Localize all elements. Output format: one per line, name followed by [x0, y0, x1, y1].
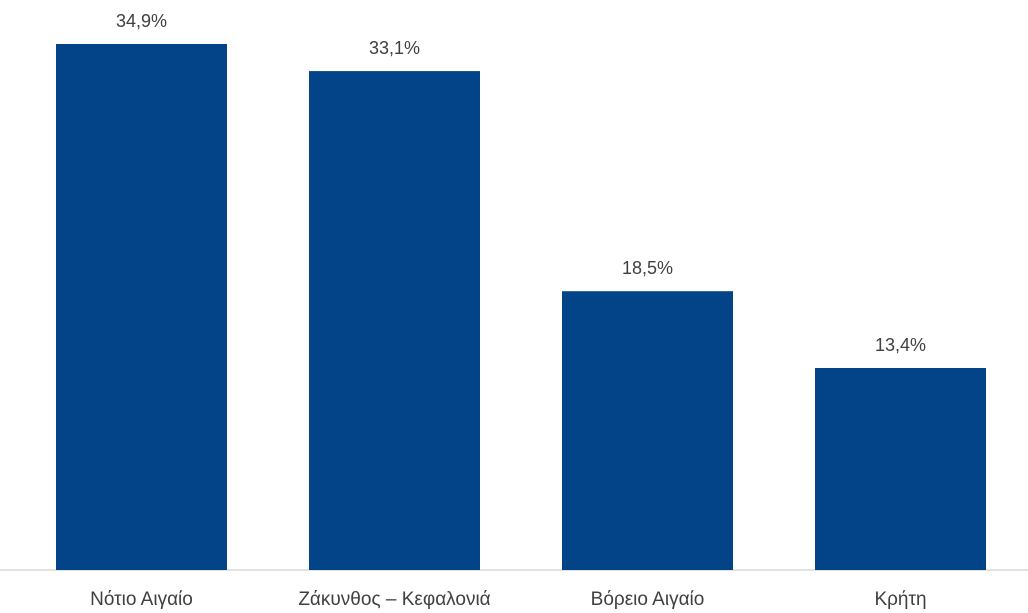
data-label-3: 18,5% [622, 258, 673, 278]
category-label-4: Κρήτη [874, 589, 926, 610]
category-label-1: Νότιο Αιγαίο [90, 589, 193, 610]
bar-2 [309, 71, 480, 570]
data-label-4: 13,4% [875, 335, 926, 355]
category-labels-group: Νότιο Αιγαίο Ζάκυνθος – Κεφαλονιά Βόρειο Α… [90, 589, 926, 610]
bars-group [56, 44, 986, 570]
data-label-2: 33,1% [369, 38, 420, 58]
category-label-2: Ζάκυνθος – Κεφαλονιά [298, 589, 490, 610]
category-label-3: Βόρειο Αιγαίο [591, 589, 705, 610]
data-label-1: 34,9% [116, 11, 167, 31]
bar-3 [562, 291, 733, 570]
data-labels-group: 34,9% 33,1% 18,5% 13,4% [116, 11, 926, 355]
bar-4 [815, 368, 986, 570]
bar-1 [56, 44, 227, 570]
